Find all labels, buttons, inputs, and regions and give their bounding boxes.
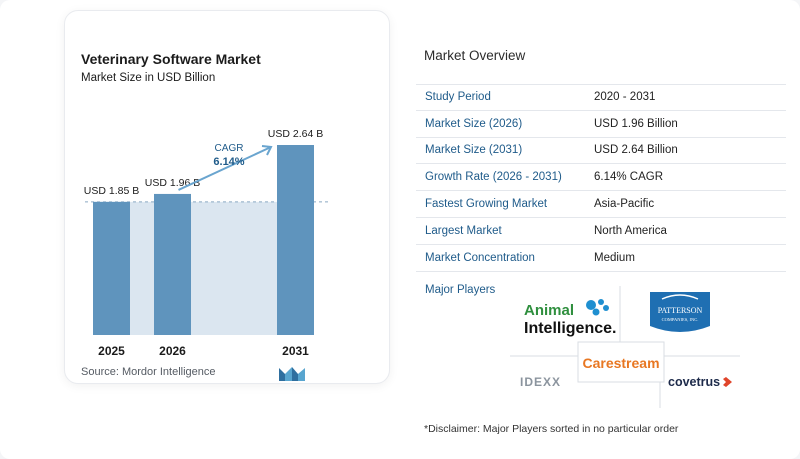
overview-label: Largest Market (425, 224, 502, 237)
cagr-arrowhead (261, 145, 273, 156)
disclaimer: *Disclaimer: Major Players sorted in no … (424, 423, 679, 435)
paw-icon (586, 299, 609, 316)
overview-title: Market Overview (424, 48, 526, 63)
patterson-logo-line1: PATTERSON (658, 306, 703, 315)
overview-value: 2020 - 2031 (594, 91, 656, 104)
animal-intelligence-logo-line1: Animal (524, 302, 574, 319)
cagr-label: CAGR (215, 143, 244, 154)
category-label: 2026 (159, 344, 186, 358)
bar (154, 193, 191, 335)
cagr-arrow (178, 146, 272, 191)
category-label: 2025 (98, 344, 125, 358)
overview-label: Market Size (2026) (425, 117, 523, 130)
overview-label: Study Period (425, 91, 491, 104)
carestream-logo-box (577, 341, 665, 383)
overview-value: Asia-Pacific (594, 198, 655, 211)
data-label: USD 1.85 B (84, 185, 139, 197)
patterson-logo-line2: COMPANIES, INC. (662, 317, 699, 323)
overview-row: Largest Market North America (416, 218, 786, 245)
overview-row: Market Size (2031) USD 2.64 Billion (416, 138, 786, 165)
patterson-logo: PATTERSON COMPANIES, INC. (650, 292, 710, 332)
animal-intelligence-logo-line2: Intelligence. (524, 320, 616, 337)
source-note: Source: Mordor Intelligence (81, 366, 216, 378)
major-players-logos: Animal Intelligence. PATTERSON COMPANIES… (510, 286, 740, 408)
bar (277, 145, 314, 335)
overview-value: USD 1.96 Billion (594, 117, 678, 130)
chart-title: Veterinary Software Market (81, 51, 261, 67)
chart-subtitle: Market Size in USD Billion (81, 72, 216, 84)
overview-value: Medium (594, 251, 635, 264)
overview-value: USD 2.64 Billion (594, 144, 678, 157)
overview-row: Growth Rate (2026 - 2031) 6.14% CAGR (416, 164, 786, 192)
cagr-value: 6.14% (213, 156, 244, 168)
overview-label: Growth Rate (2026 - 2031) (425, 171, 562, 184)
overview-value: North America (594, 224, 667, 237)
overview-label: Market Size (2031) (425, 144, 523, 157)
overview-label: Market Concentration (425, 251, 535, 264)
covetrus-mark-icon (723, 377, 732, 387)
overview-row: Study Period 2020 - 2031 (416, 84, 786, 111)
covetrus-logo: covetrus (668, 375, 720, 389)
category-label: 2031 (282, 344, 309, 358)
bar (93, 201, 130, 335)
major-players-title: Major Players (425, 284, 496, 296)
mordor-logo-icon (279, 367, 305, 381)
overview-row: Fastest Growing Market Asia-Pacific (416, 191, 786, 218)
data-label: USD 2.64 B (268, 128, 323, 140)
overview-table: Study Period 2020 - 2031 Market Size (20… (416, 84, 786, 272)
overview-row: Market Concentration Medium (416, 245, 786, 272)
overview-label: Fastest Growing Market (425, 198, 548, 211)
overview-value: 6.14% CAGR (594, 171, 664, 184)
chart-card: Veterinary Software Market Market Size i… (64, 10, 390, 384)
idexx-logo: IDEXX (520, 375, 561, 389)
carestream-logo: Carestream (582, 355, 659, 371)
overview-row: Market Size (2026) USD 1.96 Billion (416, 111, 786, 138)
